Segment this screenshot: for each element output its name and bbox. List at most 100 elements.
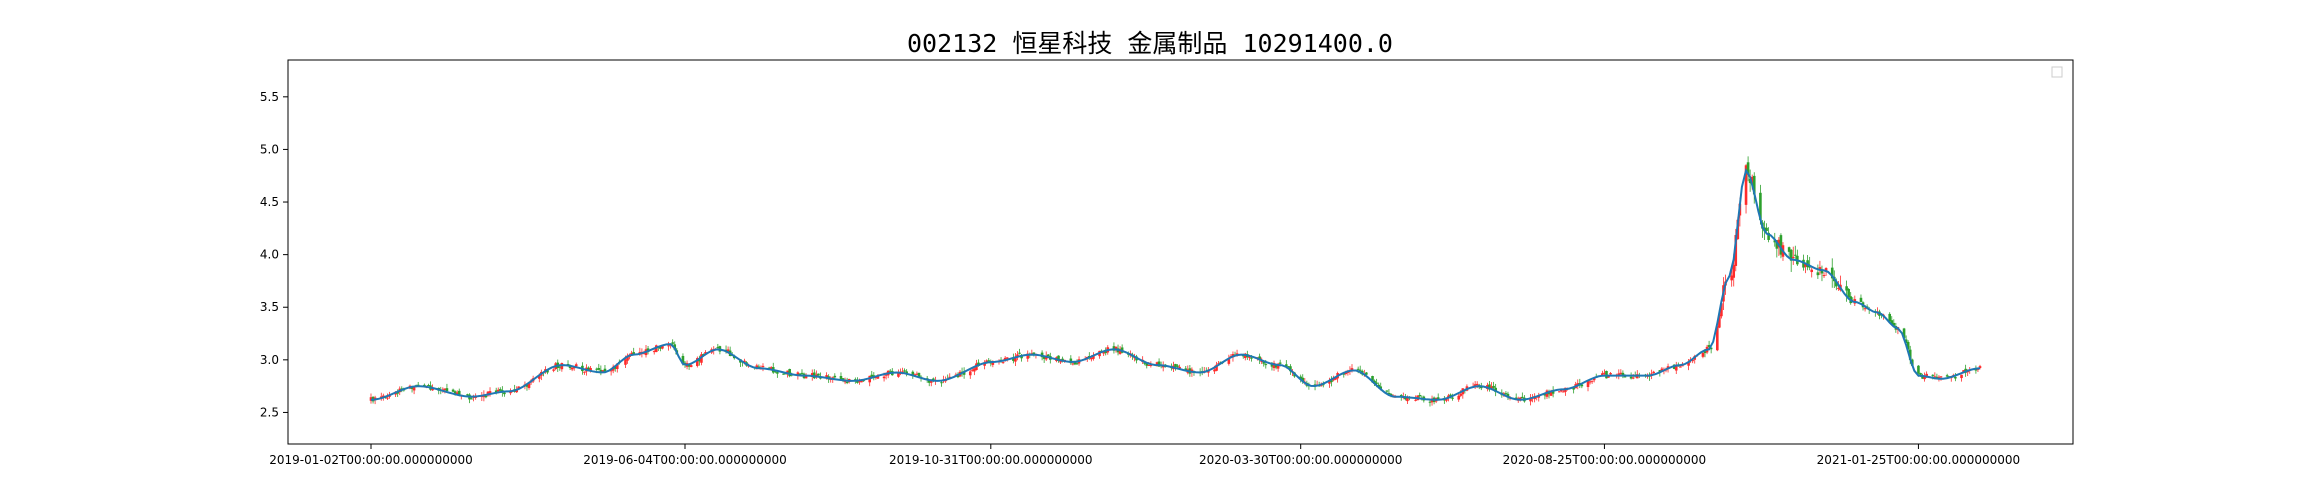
candle-body [687,364,691,367]
candle-body [1691,360,1694,362]
candle-body [774,371,777,373]
candle-body [1549,391,1553,396]
candle-body [681,355,685,364]
candle-body [1590,380,1594,382]
candle-body [1674,365,1678,371]
candle-body [1580,384,1584,387]
candle-body [1933,376,1937,378]
candle-body [1859,297,1863,302]
candle-body [1178,366,1181,369]
candle-body [1264,364,1268,366]
candle-body [1824,268,1828,272]
candle-body [1260,360,1263,363]
candle-body [905,371,908,374]
candle-body [817,373,820,376]
candle-body [1845,286,1848,291]
candle-body [1387,392,1391,395]
candle-body [1285,364,1288,368]
candle-body [1414,399,1417,401]
candle-body [1418,394,1422,397]
candle-body [804,376,808,379]
candle-body [1588,381,1592,383]
candle-body [1102,351,1105,354]
candle-body [1506,393,1510,398]
candle-body [1301,377,1305,382]
x-tick-label: 2019-06-04T00:00:00.000000000 [583,453,787,467]
candle-body [654,345,658,353]
candle-body [1404,397,1407,400]
candle-body [597,368,601,370]
candle-body [689,365,693,368]
candle-body [1617,373,1621,376]
candle-body [1289,366,1292,372]
candle-body [874,377,878,379]
candle-body [509,391,512,394]
candle-body [603,368,607,372]
y-tick-label: 2.5 [260,405,279,419]
candle-body [1149,364,1153,366]
candle-body [1818,267,1822,271]
candle-body [1734,234,1738,266]
x-tick-label: 2019-01-02T00:00:00.000000000 [269,453,473,467]
candle-body [1921,375,1924,379]
candle-body [1451,397,1454,399]
candle-body [1075,363,1079,365]
candle-body [845,382,849,384]
candle-body [652,351,656,353]
candle-body [445,388,449,392]
candle-body [1114,346,1118,350]
candle-body [1904,339,1908,344]
candle-body [572,367,576,369]
candle-body [1746,162,1750,175]
candle-body [1018,352,1021,354]
candle-body [431,388,434,391]
candle-body [1716,326,1719,351]
candle-body [1488,384,1491,390]
candle-body [1504,393,1508,395]
candle-body [1457,395,1461,400]
candle-body [1603,372,1606,374]
candle-body [1005,357,1009,359]
candle-body [1939,376,1943,378]
candle-body [860,380,863,383]
candle-body [1356,368,1360,370]
candle-body [1385,390,1389,392]
candle-body [1299,376,1302,379]
candle-body [484,395,488,398]
candle-body [1793,254,1797,256]
candle-body [386,397,389,399]
candle-body [1287,366,1290,368]
candle-body [1619,372,1623,375]
candle-body [1902,328,1906,339]
candle-body [1358,369,1362,371]
candle-body [1551,390,1555,394]
candle-body [1092,355,1095,359]
candle-body [1629,376,1633,379]
candle-body [796,372,800,376]
y-tick-label: 5.5 [260,90,279,104]
candle-body [917,372,921,378]
candle-body [1937,376,1941,378]
candle-body [515,389,519,393]
candle-body [1145,363,1149,366]
candle-body [1974,368,1978,371]
candle-body [1804,264,1807,267]
candle-body [443,388,447,390]
candle-body [1365,372,1368,375]
candle-body [1118,349,1122,354]
candle-body [716,347,720,349]
candle-body [1888,313,1891,322]
candle-body [1371,376,1374,383]
candle-body [410,387,414,389]
candle-body [696,358,699,366]
candle-body [755,365,759,368]
candle-body [1042,355,1046,359]
candle-body [800,372,804,374]
candle-body [1557,391,1561,393]
y-tick-label: 4.5 [260,195,279,209]
candle-body [1262,361,1266,364]
candle-body [743,360,746,363]
candle-body [1720,303,1723,317]
candle-body [1917,365,1920,374]
